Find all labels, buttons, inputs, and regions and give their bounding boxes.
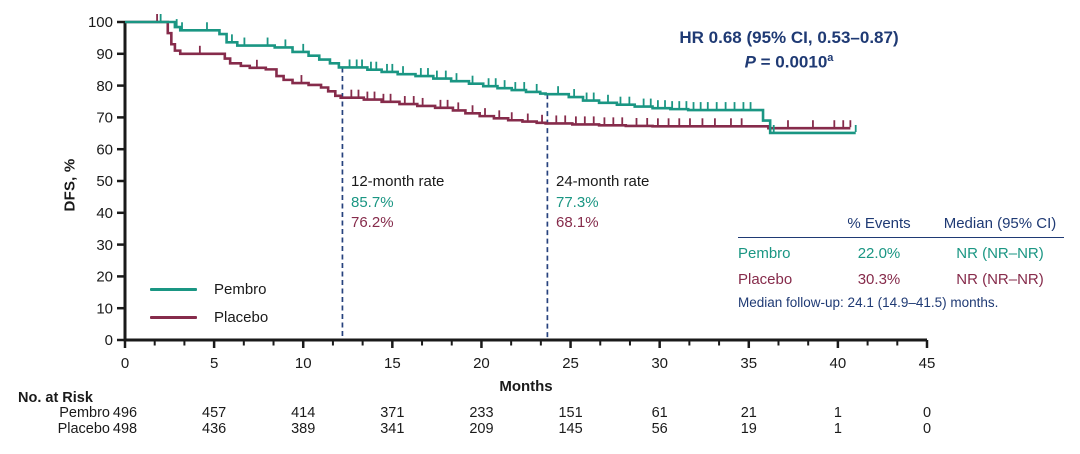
y-tick-label: 60 bbox=[96, 141, 113, 158]
legend-item-pembro: Pembro bbox=[150, 281, 268, 298]
median-value: NR (NR–NR) bbox=[956, 244, 1044, 262]
risk-count: 457 bbox=[202, 405, 227, 421]
risk-count: 389 bbox=[291, 421, 316, 437]
events-column-header: % Events bbox=[847, 214, 911, 232]
events-value: 22.0% bbox=[857, 244, 901, 262]
risk-count: 233 bbox=[469, 405, 494, 421]
p-value: = 0.0010 bbox=[755, 52, 828, 72]
x-tick-label: 5 bbox=[210, 355, 218, 372]
risk-row-label-placebo: Placebo bbox=[57, 421, 110, 437]
x-tick-label: 40 bbox=[830, 355, 847, 372]
y-tick-label: 80 bbox=[96, 78, 113, 95]
legend-item-placebo: Placebo bbox=[150, 309, 268, 326]
legend: Pembro Placebo bbox=[150, 281, 268, 337]
rate-12-placebo-value: 76.2% bbox=[351, 214, 394, 231]
risk-count: 1 bbox=[833, 405, 842, 421]
p-value-text: P = 0.0010a bbox=[628, 48, 950, 73]
risk-count: 0 bbox=[922, 421, 932, 437]
y-tick-label: 100 bbox=[88, 14, 113, 31]
x-tick-label: 30 bbox=[651, 355, 668, 372]
median-column-header: Median (95% CI) bbox=[943, 214, 1057, 232]
risk-count: 341 bbox=[380, 421, 405, 437]
rate-24-placebo-value: 68.1% bbox=[556, 214, 599, 231]
y-tick-label: 20 bbox=[96, 269, 113, 286]
table-header-row: % Events Median (95% CI) bbox=[738, 212, 1068, 234]
y-tick-label: 90 bbox=[96, 46, 113, 63]
y-tick-label: 70 bbox=[96, 110, 113, 127]
risk-table-title: No. at Risk bbox=[18, 390, 93, 406]
p-symbol: P bbox=[744, 52, 756, 72]
rate-24-month-annotation: 24-month rate 77.3% 68.1% bbox=[556, 172, 686, 234]
risk-count: 151 bbox=[558, 405, 583, 421]
risk-count: 21 bbox=[740, 405, 757, 421]
rate-12-title: 12-month rate bbox=[351, 173, 445, 190]
p-footnote-marker: a bbox=[827, 52, 834, 64]
km-curve-placebo bbox=[125, 20, 851, 130]
risk-count: 496 bbox=[112, 405, 138, 421]
rate-12-pembro-value: 85.7% bbox=[351, 193, 394, 211]
events-value: 30.3% bbox=[857, 270, 901, 288]
risk-count: 498 bbox=[112, 421, 138, 437]
x-axis-title: Months bbox=[499, 378, 553, 395]
y-tick-label: 10 bbox=[96, 300, 113, 317]
table-row-placebo: Placebo 30.3% NR (NR–NR) bbox=[738, 266, 1068, 292]
y-tick-label: 30 bbox=[96, 237, 113, 254]
median-value: NR (NR–NR) bbox=[956, 270, 1044, 288]
placebo-line-swatch bbox=[150, 315, 197, 320]
x-tick-label: 25 bbox=[562, 355, 579, 372]
x-tick-label: 45 bbox=[919, 355, 936, 372]
x-tick-label: 20 bbox=[473, 355, 490, 372]
legend-label-placebo: Placebo bbox=[214, 309, 269, 326]
risk-count: 56 bbox=[651, 421, 668, 437]
risk-count: 145 bbox=[558, 421, 583, 437]
risk-count: 436 bbox=[202, 421, 227, 437]
y-axis-title: DFS, % bbox=[61, 158, 79, 212]
x-tick-label: 15 bbox=[384, 355, 401, 372]
table-row-pembro: Pembro 22.0% NR (NR–NR) bbox=[738, 240, 1068, 266]
legend-label-pembro: Pembro bbox=[214, 281, 267, 298]
table-header-rule bbox=[738, 237, 1064, 238]
median-followup-note: Median follow-up: 24.1 (14.9–41.5) month… bbox=[738, 295, 999, 310]
outcome-summary-table: % Events Median (95% CI) Pembro 22.0% NR… bbox=[738, 212, 1068, 310]
rate-24-pembro-value: 77.3% bbox=[556, 193, 599, 211]
x-tick-label: 10 bbox=[295, 355, 312, 372]
risk-count: 19 bbox=[740, 421, 757, 437]
hr-text: HR 0.68 (95% CI, 0.53–0.87) bbox=[679, 28, 899, 47]
risk-count: 371 bbox=[380, 405, 405, 421]
km-curve-pembro bbox=[125, 20, 856, 135]
hazard-ratio-annotation: HR 0.68 (95% CI, 0.53–0.87) P = 0.0010a bbox=[628, 27, 950, 73]
row-label: Pembro bbox=[738, 244, 791, 262]
risk-count: 1 bbox=[833, 421, 842, 437]
y-tick-label: 50 bbox=[96, 173, 113, 190]
rate-12-month-annotation: 12-month rate 85.7% 76.2% bbox=[351, 172, 481, 234]
risk-count: 209 bbox=[469, 421, 494, 437]
x-tick-label: 0 bbox=[121, 355, 129, 372]
y-tick-label: 0 bbox=[105, 332, 113, 349]
y-tick-label: 40 bbox=[96, 205, 113, 222]
rate-24-title: 24-month rate bbox=[556, 173, 650, 190]
risk-count: 61 bbox=[651, 405, 668, 421]
row-label: Placebo bbox=[738, 270, 793, 288]
x-tick-label: 35 bbox=[740, 355, 757, 372]
risk-row-label-pembro: Pembro bbox=[59, 405, 110, 421]
risk-count: 414 bbox=[291, 405, 316, 421]
risk-count: 0 bbox=[922, 405, 932, 421]
pembro-line-swatch bbox=[150, 287, 197, 292]
